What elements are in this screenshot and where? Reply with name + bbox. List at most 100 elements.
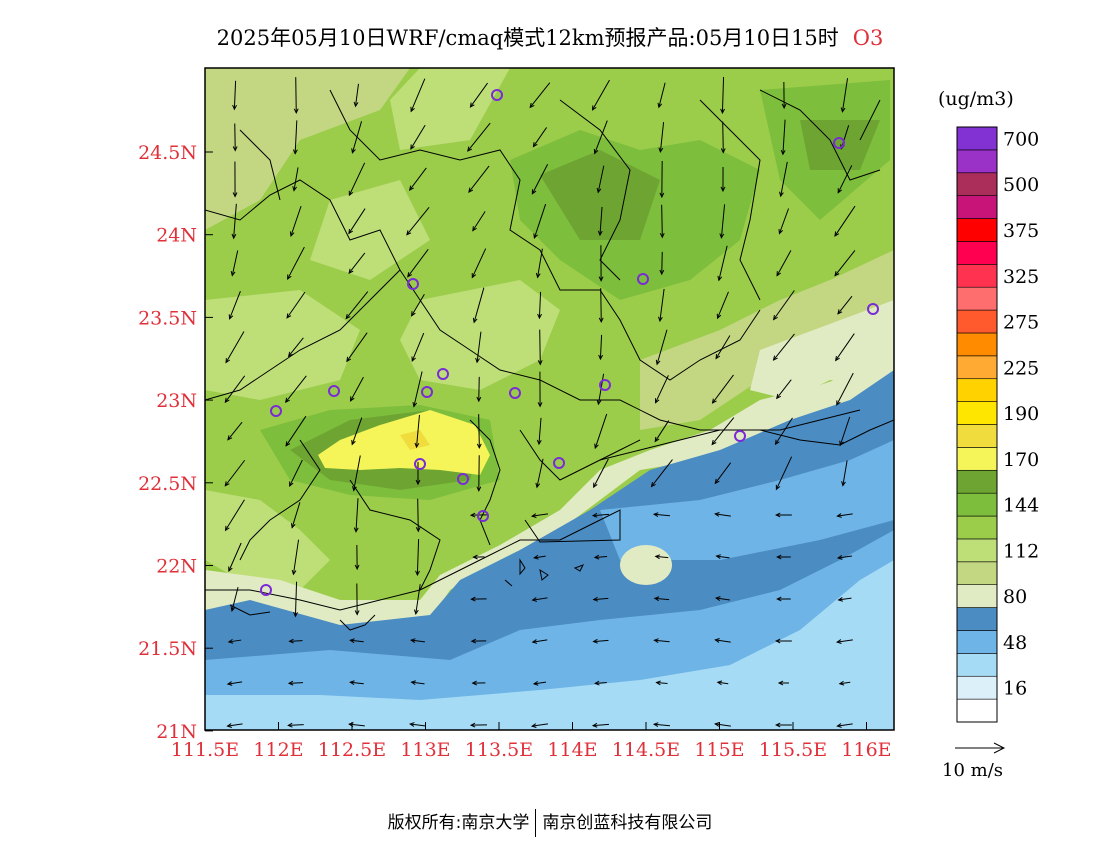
wind-arrow: [414, 414, 420, 449]
legend-swatch: [956, 584, 998, 608]
wind-arrow: [715, 335, 731, 360]
wind-arrow: [834, 250, 856, 277]
wind-arrow: [472, 287, 485, 324]
x-tick-label: 111.5E: [171, 739, 239, 761]
wind-arrow: [841, 460, 848, 487]
wind-arrow: [781, 82, 787, 110]
wind-arrow: [597, 206, 603, 237]
wind-arrow: [835, 333, 855, 362]
field-west-light: [205, 290, 360, 400]
x-tick-label: 114.5E: [612, 739, 680, 761]
wind-arrow: [537, 291, 542, 320]
field-east-light: [640, 250, 894, 430]
legend-label: 190: [1003, 403, 1039, 425]
legend-unit: (ug/m3): [938, 88, 1014, 110]
wind-arrow: [593, 120, 608, 155]
wind-arrow: [592, 596, 609, 602]
legend-label: 225: [1003, 357, 1039, 379]
color-legend: 16 48 80 112 144 170 190 225 275 325 375 500 700: [956, 126, 1039, 723]
wind-arrow: [228, 542, 242, 573]
legend-swatch: [956, 172, 998, 196]
x-tick-label: 116E: [841, 739, 891, 761]
wind-arrow: [289, 459, 303, 487]
wind-arrow: [774, 638, 792, 644]
wind-arrow: [348, 208, 366, 235]
legend-swatch: [956, 561, 998, 585]
legend-swatch: [956, 355, 998, 380]
wind-arrow: [652, 512, 670, 518]
wind-arrow: [776, 250, 792, 277]
wind-arrow: [774, 722, 792, 728]
wind-arrow: [591, 512, 610, 518]
x-tick-label: 115E: [694, 739, 744, 761]
wind-arrow: [591, 722, 610, 728]
wind-arrow: [714, 596, 730, 601]
field-gz-light: [400, 280, 560, 390]
station-marker: [421, 386, 433, 398]
wind-arrow: [292, 120, 298, 155]
x-tick-label: 113E: [400, 739, 450, 761]
wind-arrow: [232, 80, 237, 111]
wind-arrow: [411, 294, 425, 317]
station-marker: [414, 458, 426, 470]
wind-arrow: [594, 413, 608, 450]
wind-arrow: [415, 498, 421, 533]
y-tick-label: 24.5N: [138, 142, 197, 164]
station-marker: [553, 457, 565, 469]
wind-arrow: [349, 680, 364, 686]
wind-arrow: [469, 82, 488, 108]
wind-arrow: [775, 512, 792, 518]
field-central-light: [310, 180, 430, 280]
legend-label: 170: [1003, 449, 1039, 471]
wind-arrow: [836, 639, 853, 644]
y-axis: 24.5N 24N 23.5N 23N 22.5N 22N 21.5N 21N: [138, 142, 213, 743]
wind-arrow: [654, 554, 669, 560]
field-coastal-pale: [205, 360, 894, 630]
y-tick-label: 22N: [156, 556, 197, 578]
wind-arrow: [537, 371, 543, 408]
wind-arrow: [226, 681, 243, 686]
wind-arrow: [348, 252, 366, 275]
wind-arrow: [285, 415, 307, 447]
legend-swatch: [956, 469, 998, 494]
wind-arrow: [711, 417, 735, 446]
station-marker: [734, 430, 746, 442]
wind-arrow: [410, 78, 426, 113]
wind-arrow: [467, 122, 491, 152]
wind-arrow: [406, 206, 430, 236]
wind-arrow: [836, 372, 854, 406]
wind-arrow: [354, 583, 360, 616]
wind-arrow: [287, 337, 304, 358]
wind-arrow: [593, 554, 608, 560]
wind-arrow: [659, 251, 665, 276]
wind-arrow: [839, 416, 851, 447]
wind-arrow: [471, 248, 487, 279]
wind-arrow: [476, 376, 482, 403]
wind-arrow: [598, 288, 604, 324]
wind-arrow: [659, 204, 665, 239]
legend-label: 325: [1003, 266, 1039, 288]
wind-arrow: [772, 333, 795, 361]
wind-arrow: [413, 584, 421, 615]
wind-arrow: [535, 248, 543, 279]
legend-label: 16: [1003, 678, 1027, 700]
wind-arrow: [289, 205, 302, 237]
footer-left: 版权所有:南京大学: [387, 813, 530, 833]
wind-arrow: [537, 329, 543, 366]
wind-arrow: [476, 414, 482, 450]
wind-arrow: [776, 554, 791, 560]
wind-arrow: [658, 122, 665, 154]
wind-arrow: [836, 513, 853, 518]
wind-arrow: [350, 376, 364, 402]
legend-swatch: [956, 653, 998, 677]
wind-arrow: [287, 680, 304, 686]
map-frame: [204, 67, 895, 731]
wind-arrow: [409, 722, 426, 727]
wind-arrow: [292, 167, 299, 192]
wind-arrow: [412, 371, 423, 408]
station-markers: [260, 89, 879, 596]
wind-arrow: [532, 127, 548, 148]
y-tick-label: 23N: [156, 390, 197, 412]
wind-arrow: [231, 203, 237, 240]
